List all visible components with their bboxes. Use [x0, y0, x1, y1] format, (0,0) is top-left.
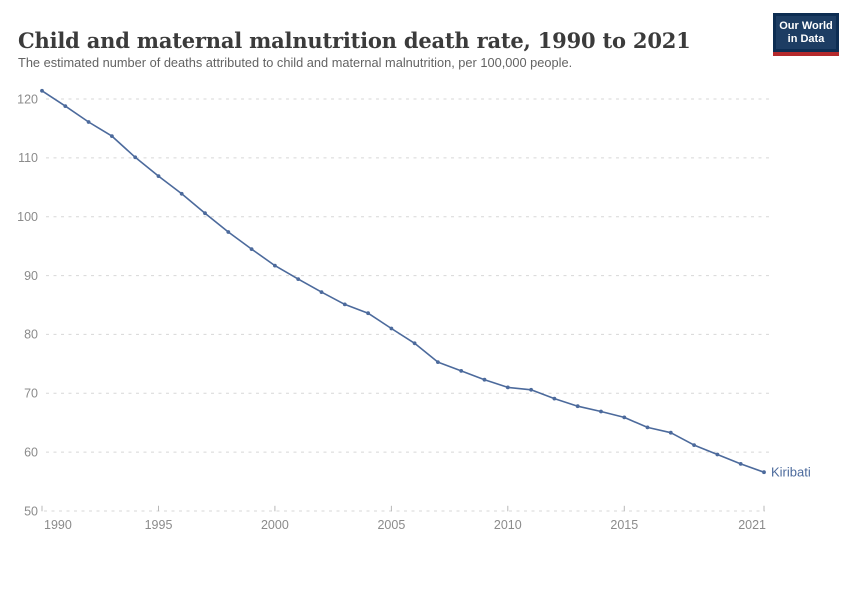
data-point-2013	[575, 404, 580, 409]
x-axis-label-2021: 2021	[738, 518, 766, 532]
data-point-1996	[179, 191, 184, 196]
data-point-2006	[412, 341, 417, 346]
x-axis-label-2015: 2015	[610, 518, 638, 532]
data-point-1999	[249, 247, 254, 252]
data-point-2018	[692, 443, 696, 447]
x-axis-label-2010: 2010	[494, 518, 522, 532]
data-point-1990	[40, 88, 44, 93]
data-point-2004	[366, 311, 370, 316]
y-axis-label-90: 90	[24, 269, 38, 283]
owid-logo-line1: Our World	[779, 20, 833, 32]
data-point-2016	[645, 425, 650, 430]
page-title: Child and maternal malnutrition death ra…	[18, 28, 691, 54]
data-point-2017	[668, 430, 673, 435]
data-point-2009	[482, 377, 487, 382]
y-axis-label-110: 110	[18, 151, 38, 165]
data-point-1995	[156, 174, 161, 179]
x-axis-label-2000: 2000	[261, 518, 289, 532]
owid-logo-text: Our World in Data	[776, 16, 836, 49]
x-axis-label-1990: 1990	[44, 518, 72, 532]
data-point-2014	[599, 409, 603, 414]
data-point-1991	[63, 104, 68, 108]
data-point-1997	[203, 211, 207, 216]
data-point-2010	[505, 385, 510, 390]
y-axis-label-100: 100	[17, 210, 38, 224]
data-point-2015	[622, 415, 627, 420]
series-line-kiribati	[41, 90, 765, 473]
y-axis-label-120: 120	[17, 92, 38, 106]
y-axis-label-50: 50	[24, 504, 38, 518]
data-point-2005	[389, 326, 394, 331]
owid-logo-red-bar	[773, 51, 839, 56]
data-point-1993	[110, 134, 114, 139]
series-end-label[interactable]: Kiribati	[771, 465, 811, 480]
data-point-1992	[86, 120, 91, 124]
y-axis-label-70: 70	[24, 387, 38, 401]
x-axis-label-2005: 2005	[377, 518, 405, 532]
data-point-2012	[552, 396, 557, 401]
data-point-2002	[319, 290, 324, 294]
chart-subtitle: The estimated number of deaths attribute…	[18, 55, 573, 70]
y-axis-label-80: 80	[24, 328, 38, 342]
data-point-2020	[738, 462, 743, 466]
data-point-2000	[273, 263, 277, 268]
data-point-2019	[715, 452, 720, 457]
owid-logo[interactable]: Our World in Data	[773, 13, 839, 56]
data-point-2001	[296, 277, 301, 281]
data-point-1998	[226, 230, 231, 234]
data-point-2003	[342, 302, 347, 307]
data-point-2011	[529, 387, 533, 392]
data-point-2008	[459, 369, 464, 373]
owid-logo-line2: in Data	[787, 32, 825, 45]
y-axis-label-60: 60	[24, 445, 38, 459]
data-point-2021	[762, 470, 766, 475]
x-axis-label-1995: 1995	[145, 518, 173, 532]
data-point-1994	[133, 155, 138, 160]
data-point-2007	[436, 360, 440, 364]
